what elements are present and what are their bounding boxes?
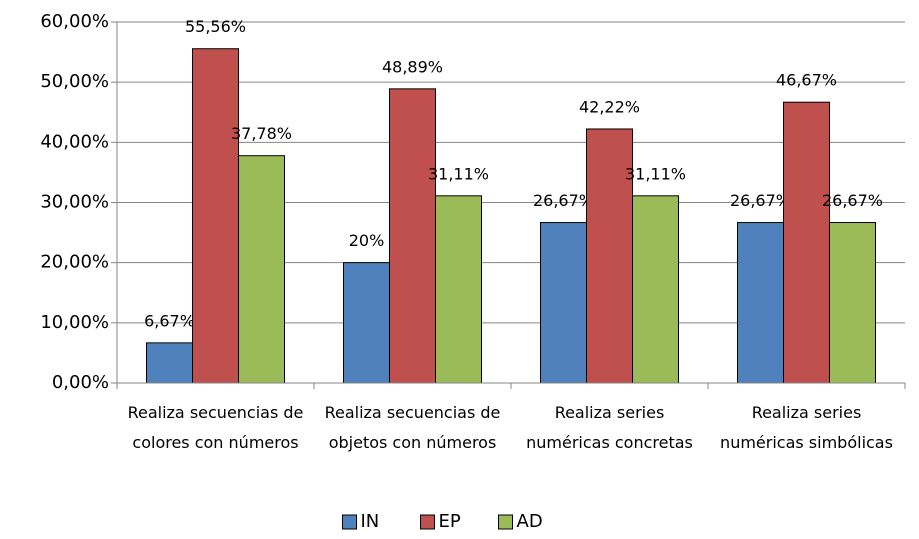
bar [829,222,876,384]
data-label: 31,11% [625,164,686,183]
bar [146,342,193,384]
data-label: 48,89% [382,57,443,76]
legend-label: IN [361,511,380,532]
data-label: 55,56% [185,17,246,36]
bar [586,128,633,384]
y-tick-label: 30,00% [40,192,109,213]
y-tick-label: 60,00% [40,11,109,32]
data-label: 6,67% [144,311,195,330]
data-label: 26,67% [533,191,594,210]
bar [540,222,587,384]
x-tick-label: Realiza secuencias de colores con número… [127,403,304,452]
data-label: 26,67% [822,191,883,210]
y-tick-label: 0,00% [52,372,109,393]
bar [389,88,436,384]
data-label: 20% [349,231,385,250]
y-tick-label: 40,00% [40,131,109,152]
legend-swatch [498,514,513,530]
x-tick-label: Realiza series numéricas simbólicas [720,403,893,452]
legend-label: AD [517,511,543,532]
y-tick-label: 50,00% [40,71,109,92]
x-tick-label: Realiza series numéricas concretas [526,403,693,452]
data-label: 26,67% [730,191,791,210]
legend-label: EP [439,511,461,532]
data-label: 31,11% [428,164,489,183]
data-label: 42,22% [579,97,640,116]
y-tick-label: 10,00% [40,312,109,333]
bar [632,195,679,384]
bar [737,222,784,384]
bar [435,195,482,384]
bar [192,48,239,384]
data-label: 46,67% [776,71,837,90]
y-tick-label: 20,00% [40,252,109,273]
bar [783,101,830,384]
legend-swatch [420,514,435,530]
data-label: 37,78% [231,124,292,143]
legend-swatch [342,514,357,530]
bar [343,262,390,384]
x-tick-label: Realiza secuencias de objetos con número… [324,403,501,452]
bar [238,155,285,384]
